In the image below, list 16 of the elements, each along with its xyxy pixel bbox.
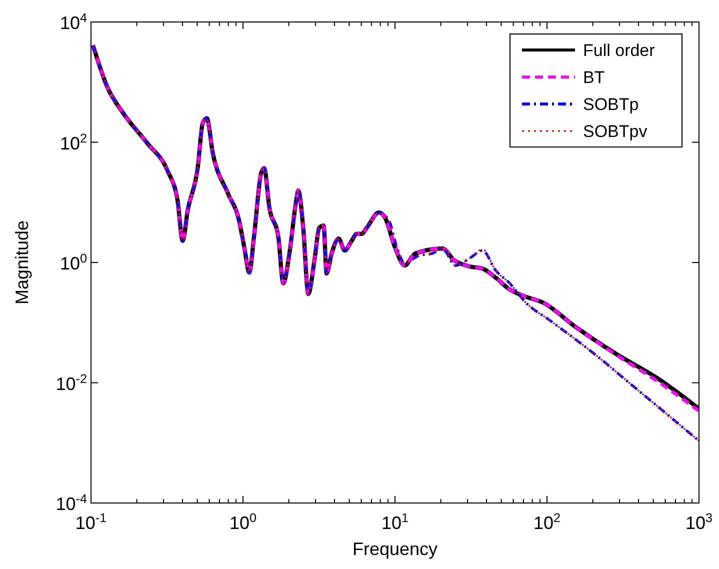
x-tick-label: 10$^{0}$ <box>229 511 257 533</box>
legend-label: Full order <box>583 41 656 60</box>
x-tick-label: 10$^{1}$ <box>381 511 409 533</box>
x-tick-label: 10$^{-1}$ <box>75 511 107 533</box>
y-tick-label: 10$^{2}$ <box>60 131 87 154</box>
x-tick-label: 10$^{3}$ <box>685 511 713 533</box>
x-axis-title: Frequency <box>352 539 438 559</box>
legend-label: BT <box>583 68 605 87</box>
legend-label: SOBTp <box>583 95 639 114</box>
y-axis-title: Magnitude <box>12 220 32 305</box>
y-tick-label: 10$^{-4}$ <box>56 492 87 514</box>
y-tick-label: 10$^{-2}$ <box>56 372 87 394</box>
x-tick-label: 10$^{2}$ <box>533 511 561 533</box>
y-tick-label: 10$^{0}$ <box>60 252 87 274</box>
legend-label: SOBTpv <box>583 122 648 141</box>
y-tick-label: 10$^{4}$ <box>60 11 87 33</box>
